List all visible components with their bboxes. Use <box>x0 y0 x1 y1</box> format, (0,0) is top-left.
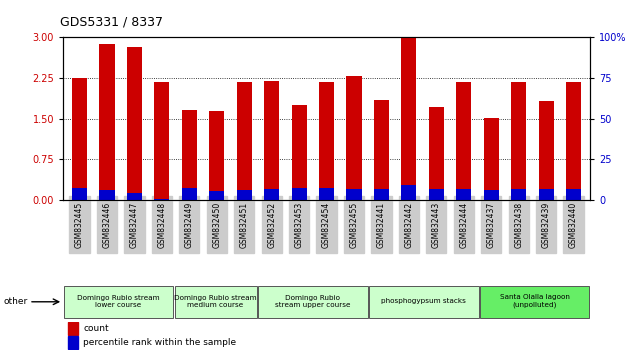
Text: phosphogypsum stacks: phosphogypsum stacks <box>381 298 466 304</box>
Bar <box>369 286 478 318</box>
Bar <box>511 82 526 200</box>
Bar <box>182 110 197 200</box>
Text: GDS5331 / 8337: GDS5331 / 8337 <box>60 15 163 28</box>
Bar <box>346 189 362 200</box>
Bar <box>292 105 307 200</box>
Bar <box>175 286 257 318</box>
Text: count: count <box>83 324 109 333</box>
Text: Domingo Rubio stream
medium course: Domingo Rubio stream medium course <box>174 295 257 308</box>
Bar <box>319 188 334 200</box>
Bar <box>264 189 279 200</box>
Bar <box>456 82 471 200</box>
Bar <box>237 82 252 200</box>
Bar <box>374 100 389 200</box>
Bar <box>566 82 581 200</box>
Bar <box>483 118 498 200</box>
Bar <box>68 322 78 335</box>
Bar <box>258 286 368 318</box>
Bar <box>428 189 444 200</box>
Bar <box>127 193 142 200</box>
Bar <box>100 190 115 200</box>
Bar <box>483 190 498 200</box>
Bar <box>480 286 589 318</box>
Bar <box>428 107 444 200</box>
Text: other: other <box>3 297 27 306</box>
Bar <box>456 189 471 200</box>
Bar <box>155 199 170 200</box>
Text: Santa Olalla lagoon
(unpolluted): Santa Olalla lagoon (unpolluted) <box>500 295 569 308</box>
Bar <box>401 38 416 200</box>
Bar <box>566 189 581 200</box>
Bar <box>72 78 87 200</box>
Bar <box>209 191 225 200</box>
Bar <box>264 81 279 200</box>
Bar <box>64 286 174 318</box>
Bar <box>319 82 334 200</box>
Bar <box>209 111 225 200</box>
Text: Domingo Rubio stream
lower course: Domingo Rubio stream lower course <box>77 295 160 308</box>
Bar <box>292 188 307 200</box>
Bar <box>538 189 553 200</box>
Bar <box>401 185 416 200</box>
Bar <box>511 189 526 200</box>
Bar <box>538 101 553 200</box>
Text: Domingo Rubio
stream upper course: Domingo Rubio stream upper course <box>275 295 350 308</box>
Bar <box>374 189 389 200</box>
Text: percentile rank within the sample: percentile rank within the sample <box>83 338 236 347</box>
Bar <box>182 188 197 200</box>
Bar <box>68 336 78 349</box>
Bar <box>72 188 87 200</box>
Bar <box>346 76 362 200</box>
Bar <box>127 47 142 200</box>
Bar <box>155 82 170 200</box>
Bar <box>237 190 252 200</box>
Bar <box>100 44 115 200</box>
